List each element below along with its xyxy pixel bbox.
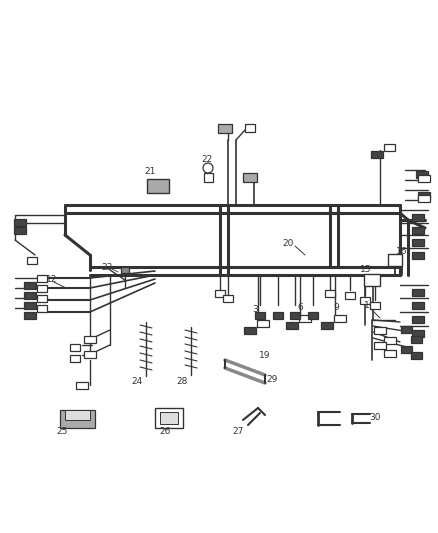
Bar	[218, 124, 232, 133]
Bar	[24, 302, 36, 309]
Bar	[155, 408, 183, 428]
Text: 9: 9	[333, 303, 339, 312]
Bar	[388, 254, 402, 266]
Bar	[325, 289, 335, 296]
Bar	[24, 281, 36, 288]
Bar	[374, 327, 386, 334]
Text: 19: 19	[259, 351, 271, 359]
Bar	[37, 304, 47, 311]
Bar	[160, 412, 178, 424]
Bar	[321, 321, 333, 328]
Bar	[412, 252, 424, 259]
Bar	[147, 179, 169, 193]
Text: 22: 22	[201, 156, 212, 165]
Bar	[60, 410, 95, 428]
Bar	[412, 238, 424, 246]
Bar	[257, 319, 269, 327]
Bar	[37, 285, 47, 292]
Bar	[65, 410, 90, 420]
Text: 29: 29	[266, 376, 278, 384]
Bar	[384, 350, 396, 357]
Bar	[84, 335, 96, 343]
Bar	[412, 288, 424, 295]
Bar	[299, 314, 311, 321]
Bar	[243, 173, 257, 182]
Bar	[371, 150, 383, 157]
Text: 12: 12	[46, 276, 58, 285]
Bar	[370, 302, 380, 309]
Text: 21: 21	[144, 167, 155, 176]
Bar	[412, 329, 424, 336]
Bar	[286, 321, 298, 328]
Bar	[70, 343, 80, 351]
Bar	[374, 342, 386, 349]
Bar	[400, 326, 411, 333]
Bar	[24, 311, 36, 319]
Bar	[384, 336, 396, 343]
Bar	[76, 382, 88, 389]
Text: 28: 28	[177, 377, 188, 386]
Bar	[412, 214, 424, 221]
Text: 15: 15	[360, 265, 372, 274]
Bar	[244, 327, 256, 334]
Bar	[412, 302, 424, 309]
Text: 3: 3	[252, 305, 258, 314]
Text: 30: 30	[369, 414, 381, 423]
Circle shape	[203, 163, 213, 173]
Bar	[418, 174, 430, 182]
Bar	[245, 124, 255, 132]
Bar	[308, 311, 318, 319]
Bar	[37, 295, 47, 302]
Bar	[70, 354, 80, 361]
Bar	[84, 351, 96, 358]
Text: 25: 25	[57, 427, 68, 437]
Bar	[204, 173, 212, 182]
Bar	[121, 267, 129, 273]
Text: 20: 20	[283, 238, 294, 247]
Bar	[223, 295, 233, 302]
Text: 1: 1	[364, 302, 370, 311]
Text: 24: 24	[131, 377, 143, 386]
Bar	[290, 311, 300, 319]
Bar	[255, 311, 265, 319]
Bar	[400, 345, 411, 352]
Bar	[410, 335, 421, 343]
Bar	[215, 289, 225, 296]
Bar	[37, 274, 47, 281]
Bar	[384, 143, 395, 150]
Bar	[27, 256, 37, 263]
Bar	[418, 195, 430, 201]
Bar	[334, 314, 346, 321]
Text: 6: 6	[297, 303, 303, 312]
Text: 16: 16	[396, 247, 408, 256]
Bar	[410, 351, 421, 359]
Bar	[345, 292, 355, 298]
Bar	[416, 171, 428, 177]
Text: 23: 23	[101, 263, 113, 272]
Bar	[273, 311, 283, 319]
Bar	[412, 316, 424, 322]
Bar	[418, 191, 430, 198]
Bar	[412, 227, 424, 233]
Text: 27: 27	[232, 427, 244, 437]
Text: 26: 26	[159, 427, 171, 437]
Bar	[24, 292, 36, 298]
Bar	[364, 274, 380, 286]
Bar	[360, 296, 370, 303]
Bar	[14, 227, 26, 233]
Bar	[14, 219, 26, 225]
